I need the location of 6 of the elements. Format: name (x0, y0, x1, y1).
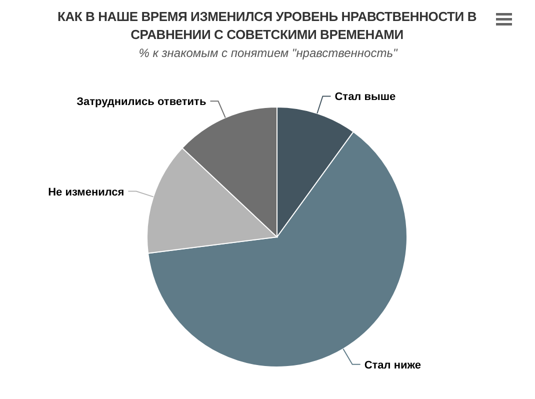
chart-title: КАК В НАШЕ ВРЕМЯ ИЗМЕНИЛСЯ УРОВЕНЬ НРАВСТВЕННОСТИ В СРАВНЕНИИ С СОВЕТСКИМИ ВРЕМЕНАМИ (56, 8, 478, 44)
slice-label: Стал выше (334, 91, 396, 104)
slice-label: Затруднились ответить (76, 96, 206, 108)
slice-label: Не изменился (48, 186, 124, 198)
chart-subtitle: % к знакомым с понятием "нравственность" (138, 46, 399, 60)
slice-label: Стал ниже (364, 359, 422, 372)
